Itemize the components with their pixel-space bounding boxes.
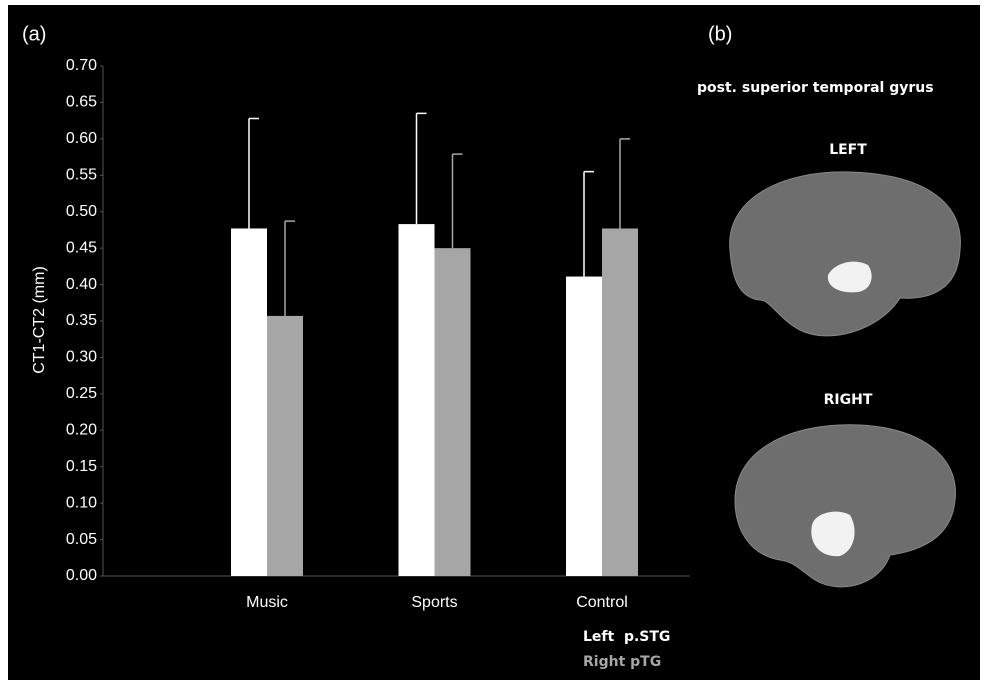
- y-tick-label: 0.45: [66, 239, 97, 256]
- x-tick-label: Music: [246, 594, 288, 611]
- y-tick-label: 0.70: [66, 57, 97, 74]
- x-tick-label: Sports: [411, 594, 457, 611]
- bar: [267, 316, 303, 576]
- y-tick-label: 0.15: [66, 458, 97, 475]
- y-tick-label: 0.60: [66, 130, 97, 147]
- y-tick-label: 0.10: [66, 494, 97, 511]
- bar: [602, 228, 638, 576]
- y-tick-label: 0.05: [66, 531, 97, 548]
- bar: [399, 224, 435, 576]
- figure: (a) CT1-CT2 (mm) (b) post. superior temp…: [0, 0, 985, 682]
- bar: [231, 228, 267, 576]
- y-tick-label: 0.55: [66, 167, 97, 184]
- panel-label: (b): [708, 23, 732, 45]
- view-label: RIGHT: [824, 392, 873, 408]
- legend-entry: Right pTG: [583, 654, 661, 670]
- y-tick-label: 0.65: [66, 94, 97, 111]
- x-tick-label: Control: [576, 594, 628, 611]
- y-tick-label: 0.40: [66, 276, 97, 293]
- bar: [435, 248, 471, 576]
- y-tick-label: 0.30: [66, 349, 97, 366]
- panel-label: (a): [22, 23, 46, 45]
- legend-entry: Left p.STG: [583, 629, 670, 645]
- view-label: LEFT: [829, 142, 867, 158]
- y-tick-label: 0.50: [66, 203, 97, 220]
- page: {"chart_data": {"type": "bar", "panel_la…: [0, 0, 985, 682]
- brain-title: post. superior temporal gyrus: [697, 80, 934, 96]
- y-tick-label: 0.20: [66, 422, 97, 439]
- y-tick-label: 0.35: [66, 312, 97, 329]
- bar: [566, 277, 602, 576]
- y-axis-label: CT1-CT2 (mm): [31, 266, 48, 374]
- y-tick-label: 0.00: [66, 567, 97, 584]
- y-tick-label: 0.25: [66, 385, 97, 402]
